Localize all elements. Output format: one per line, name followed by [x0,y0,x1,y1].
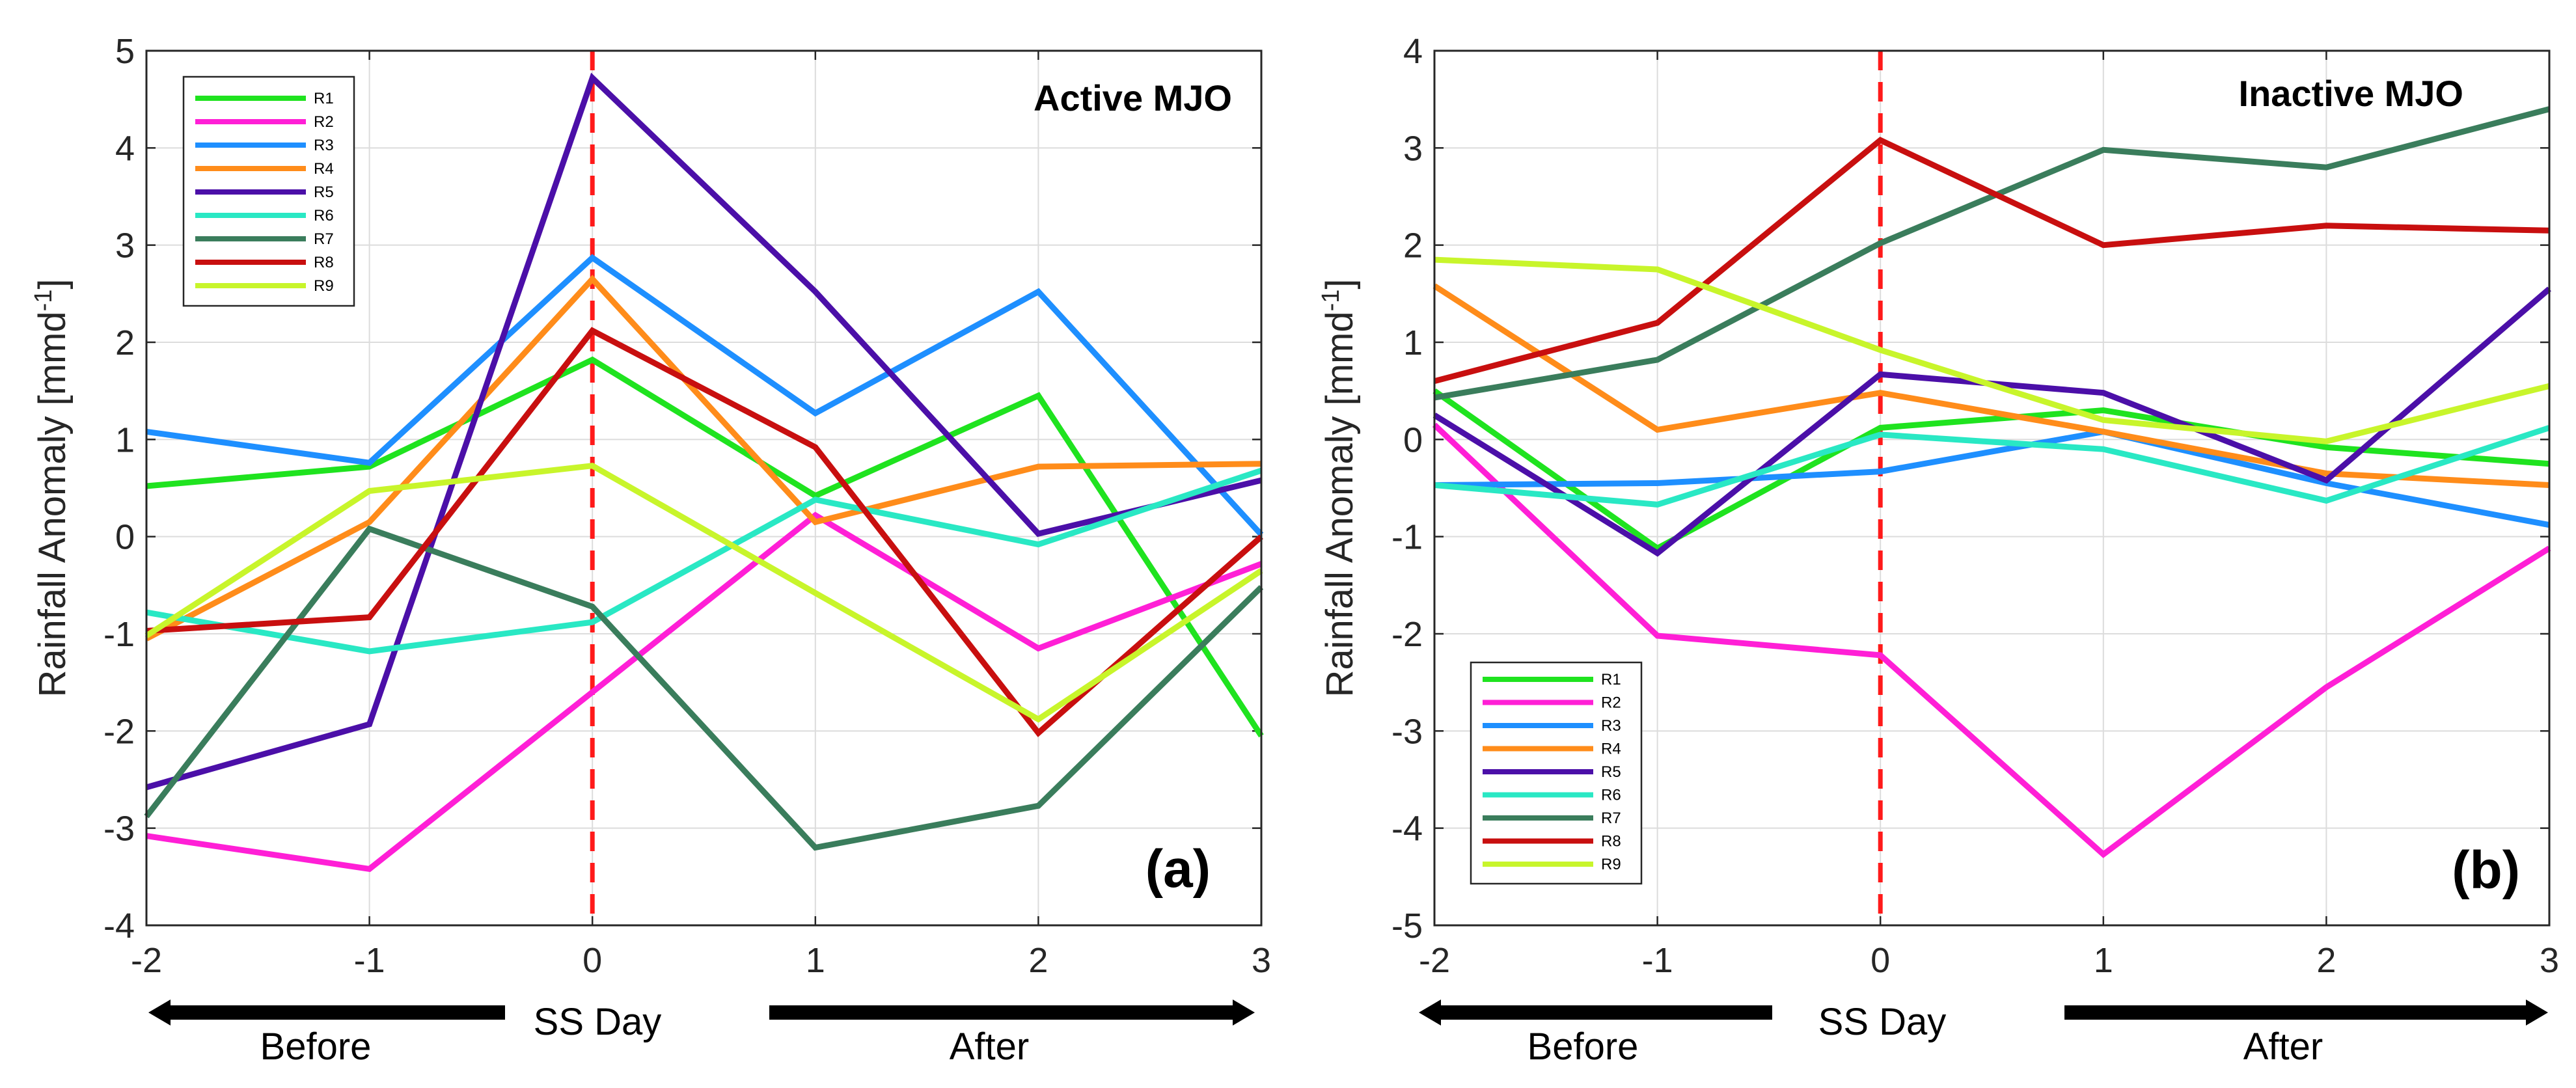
y-tick-label: -2 [103,712,135,751]
y-axis-label-sup: -1 [30,290,57,312]
panel-label: (b) [2452,841,2520,900]
y-axis-label: Rainfall Anomaly [mmd-1] [1317,279,1361,697]
after-arrow-head [2526,1000,2548,1026]
series-line-r8 [1433,137,2550,385]
y-tick-label: 0 [115,518,135,557]
series-line-r2 [1432,422,2551,858]
x-tick-label: -1 [354,941,385,980]
series-line-r3 [146,254,1264,537]
before-label: Before [260,1026,372,1068]
axes-box [1433,49,2551,927]
before-arrow-head [148,1000,171,1026]
y-axis-label-close: ] [1319,279,1361,289]
series-line-r5 [145,72,1263,791]
y-tick-label: -1 [103,615,135,654]
before-label: Before [1528,1026,1639,1068]
y-tick-label: 2 [115,323,135,362]
x-tick-label: -2 [1419,941,1450,980]
x-tick-label: 3 [2540,941,2559,980]
y-axis-label-main: Rainfall Anomaly [mmd [31,311,74,697]
legend-entry-r6: R6 [1601,787,1621,804]
grid-lines [1434,50,2550,926]
series-line-r7 [144,525,1264,851]
legend: R1 R2 R3 R4 R5 R6 R7 R8 R9 [1470,661,1643,885]
y-tick-label: 3 [115,226,135,265]
y-tick-label: -1 [1391,518,1423,557]
x-tick-label: 1 [2094,941,2113,980]
series-line-r6 [146,467,1263,655]
x-tick-label: -2 [131,941,162,980]
panel-inactive-mjo: -5 -4 -3 -2 -1 0 1 2 3 4 -2 -1 0 1 2 3 Rainfall Anomaly … [1317,32,2559,1068]
legend-entry-r4: R4 [314,160,334,178]
y-axis-label-main: Rainfall Anomaly [mmd [1319,311,1361,697]
legend-entry-r5: R5 [314,184,334,201]
y-tick-label: 4 [115,129,135,168]
before-arrow-head [1419,1000,1441,1026]
series-line-r7 [1434,106,2551,401]
legend: R1 R2 R3 R4 R5 R6 R7 R8 R9 [182,75,355,307]
ss-day-label: SS Day [1818,1001,1947,1043]
legend-entry-r5: R5 [1601,763,1621,781]
x-tick-label: 3 [1252,941,1271,980]
y-axis-label-sup: -1 [1317,290,1345,312]
series-line-r4 [1432,283,2550,488]
y-tick-label: 2 [1403,226,1423,265]
series-line-r9 [1434,256,2551,444]
series-line-r2 [146,511,1263,873]
legend-entry-r2: R2 [1601,694,1621,712]
legend-entry-r1: R1 [314,90,334,107]
series-line-r6 [1434,425,2551,508]
panel-active-mjo: -4 -3 -2 -1 0 1 2 3 4 5 -2 -1 0 1 2 3 Rainfall Anomaly [… [30,32,1271,1068]
y-tick-label: -3 [1391,712,1423,751]
legend-entry-r9: R9 [314,277,334,295]
y-tick-label: -3 [103,809,135,849]
series-group [144,72,1264,873]
legend-entry-r6: R6 [314,207,334,224]
series-group [1432,106,2551,858]
legend-entry-r4: R4 [1601,741,1621,758]
axes-box [145,49,1263,927]
legend-entry-r1: R1 [1601,671,1621,688]
x-tick-label: -1 [1642,941,1673,980]
legend-entry-r8: R8 [314,254,334,271]
x-tick-label: 1 [806,941,825,980]
y-tick-label: 5 [115,32,135,71]
after-label: After [2243,1026,2323,1068]
panel-title: Active MJO [1034,77,1232,118]
series-line-r8 [146,327,1263,737]
y-tick-label: 3 [1403,129,1423,168]
legend-entry-r9: R9 [1601,856,1621,873]
series-line-r9 [144,463,1263,723]
legend-entry-r7: R7 [1601,809,1621,827]
after-label: After [950,1026,1030,1068]
y-tick-label: -4 [1391,809,1423,849]
series-line-r4 [144,275,1262,642]
y-axis-label: Rainfall Anomaly [mmd-1] [30,279,74,697]
y-tick-label: 1 [1403,323,1423,362]
after-arrow-head [1233,1000,1255,1026]
x-tick-label: 2 [1028,941,1048,980]
ss-day-label: SS Day [534,1001,662,1043]
x-tick-label: 0 [582,941,602,980]
x-tick-label: 2 [2316,941,2336,980]
series-line-r1 [146,356,1264,738]
y-tick-label: 4 [1403,32,1423,71]
y-tick-label: -4 [103,906,135,945]
legend-entry-r8: R8 [1601,833,1621,850]
legend-entry-r3: R3 [1601,717,1621,735]
x-tick-label: 0 [1870,941,1890,980]
panel-title: Inactive MJO [2239,73,2463,114]
y-tick-label: -2 [1391,615,1423,654]
y-axis-label-close: ] [31,279,74,289]
y-tick-label: 0 [1403,420,1423,459]
legend-entry-r2: R2 [314,113,334,131]
y-tick-label: 1 [115,420,135,459]
legend-entry-r7: R7 [314,230,334,248]
y-tick-label: -5 [1391,906,1423,945]
panel-label: (a) [1145,839,1211,899]
legend-entry-r3: R3 [314,137,334,154]
